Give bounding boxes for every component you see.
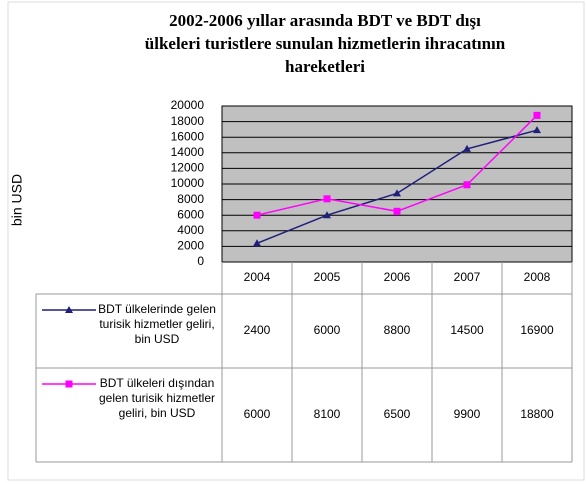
x-tick-label: 2007 [454,270,481,284]
y-tick-label: 20000 [171,98,205,112]
y-tick-label: 0 [197,254,204,268]
table-value: 6000 [314,323,341,337]
frame [7,1,585,481]
y-tick-label: 16000 [171,129,205,143]
y-tick-label: 12000 [171,161,205,175]
line-marker [393,207,401,215]
line-marker [393,189,401,197]
table-value: 14500 [450,323,484,337]
line-marker [253,239,261,247]
table-value: 8800 [384,323,411,337]
x-tick-label: 2005 [314,270,341,284]
line-marker [65,380,73,388]
y-tick-label: 10000 [171,176,205,190]
chart-title: hareketleri [285,57,365,76]
table-value: 18800 [520,407,554,421]
y-tick-label: 18000 [171,114,205,128]
table-value: 2400 [244,323,271,337]
y-tick-label: 8000 [177,192,204,206]
y-tick-label: 4000 [177,223,204,237]
y-tick-label: 14000 [171,145,205,159]
chart-title: ülkeleri turistlere sunulan hizmetlerin … [145,34,506,53]
legend-label: BDT ülkeleri dışından gelen turisik hizm… [98,376,216,420]
table-value: 6500 [384,407,411,421]
table-value: 6000 [244,407,271,421]
x-tick-label: 2006 [384,270,411,284]
y-axis-label: bin USD [9,174,25,226]
x-tick-label: 2008 [524,270,551,284]
chart-title: 2002-2006 yıllar arasında BDT ve BDT dış… [169,11,481,30]
line-marker [323,195,331,203]
line-marker [65,306,73,313]
table-value: 16900 [520,323,554,337]
table-value: 8100 [314,407,341,421]
line-marker [323,211,331,219]
table-value: 9900 [454,407,481,421]
line-marker [463,144,471,152]
x-tick-label: 2004 [244,270,271,284]
line-marker [463,181,471,189]
line-marker [533,126,541,134]
line-marker [533,111,541,119]
y-tick-label: 6000 [177,207,204,221]
line-marker [253,211,261,219]
y-tick-label: 2000 [177,239,204,253]
legend-label: BDT ülkelerinde gelen turisik hizmetler … [98,302,216,346]
